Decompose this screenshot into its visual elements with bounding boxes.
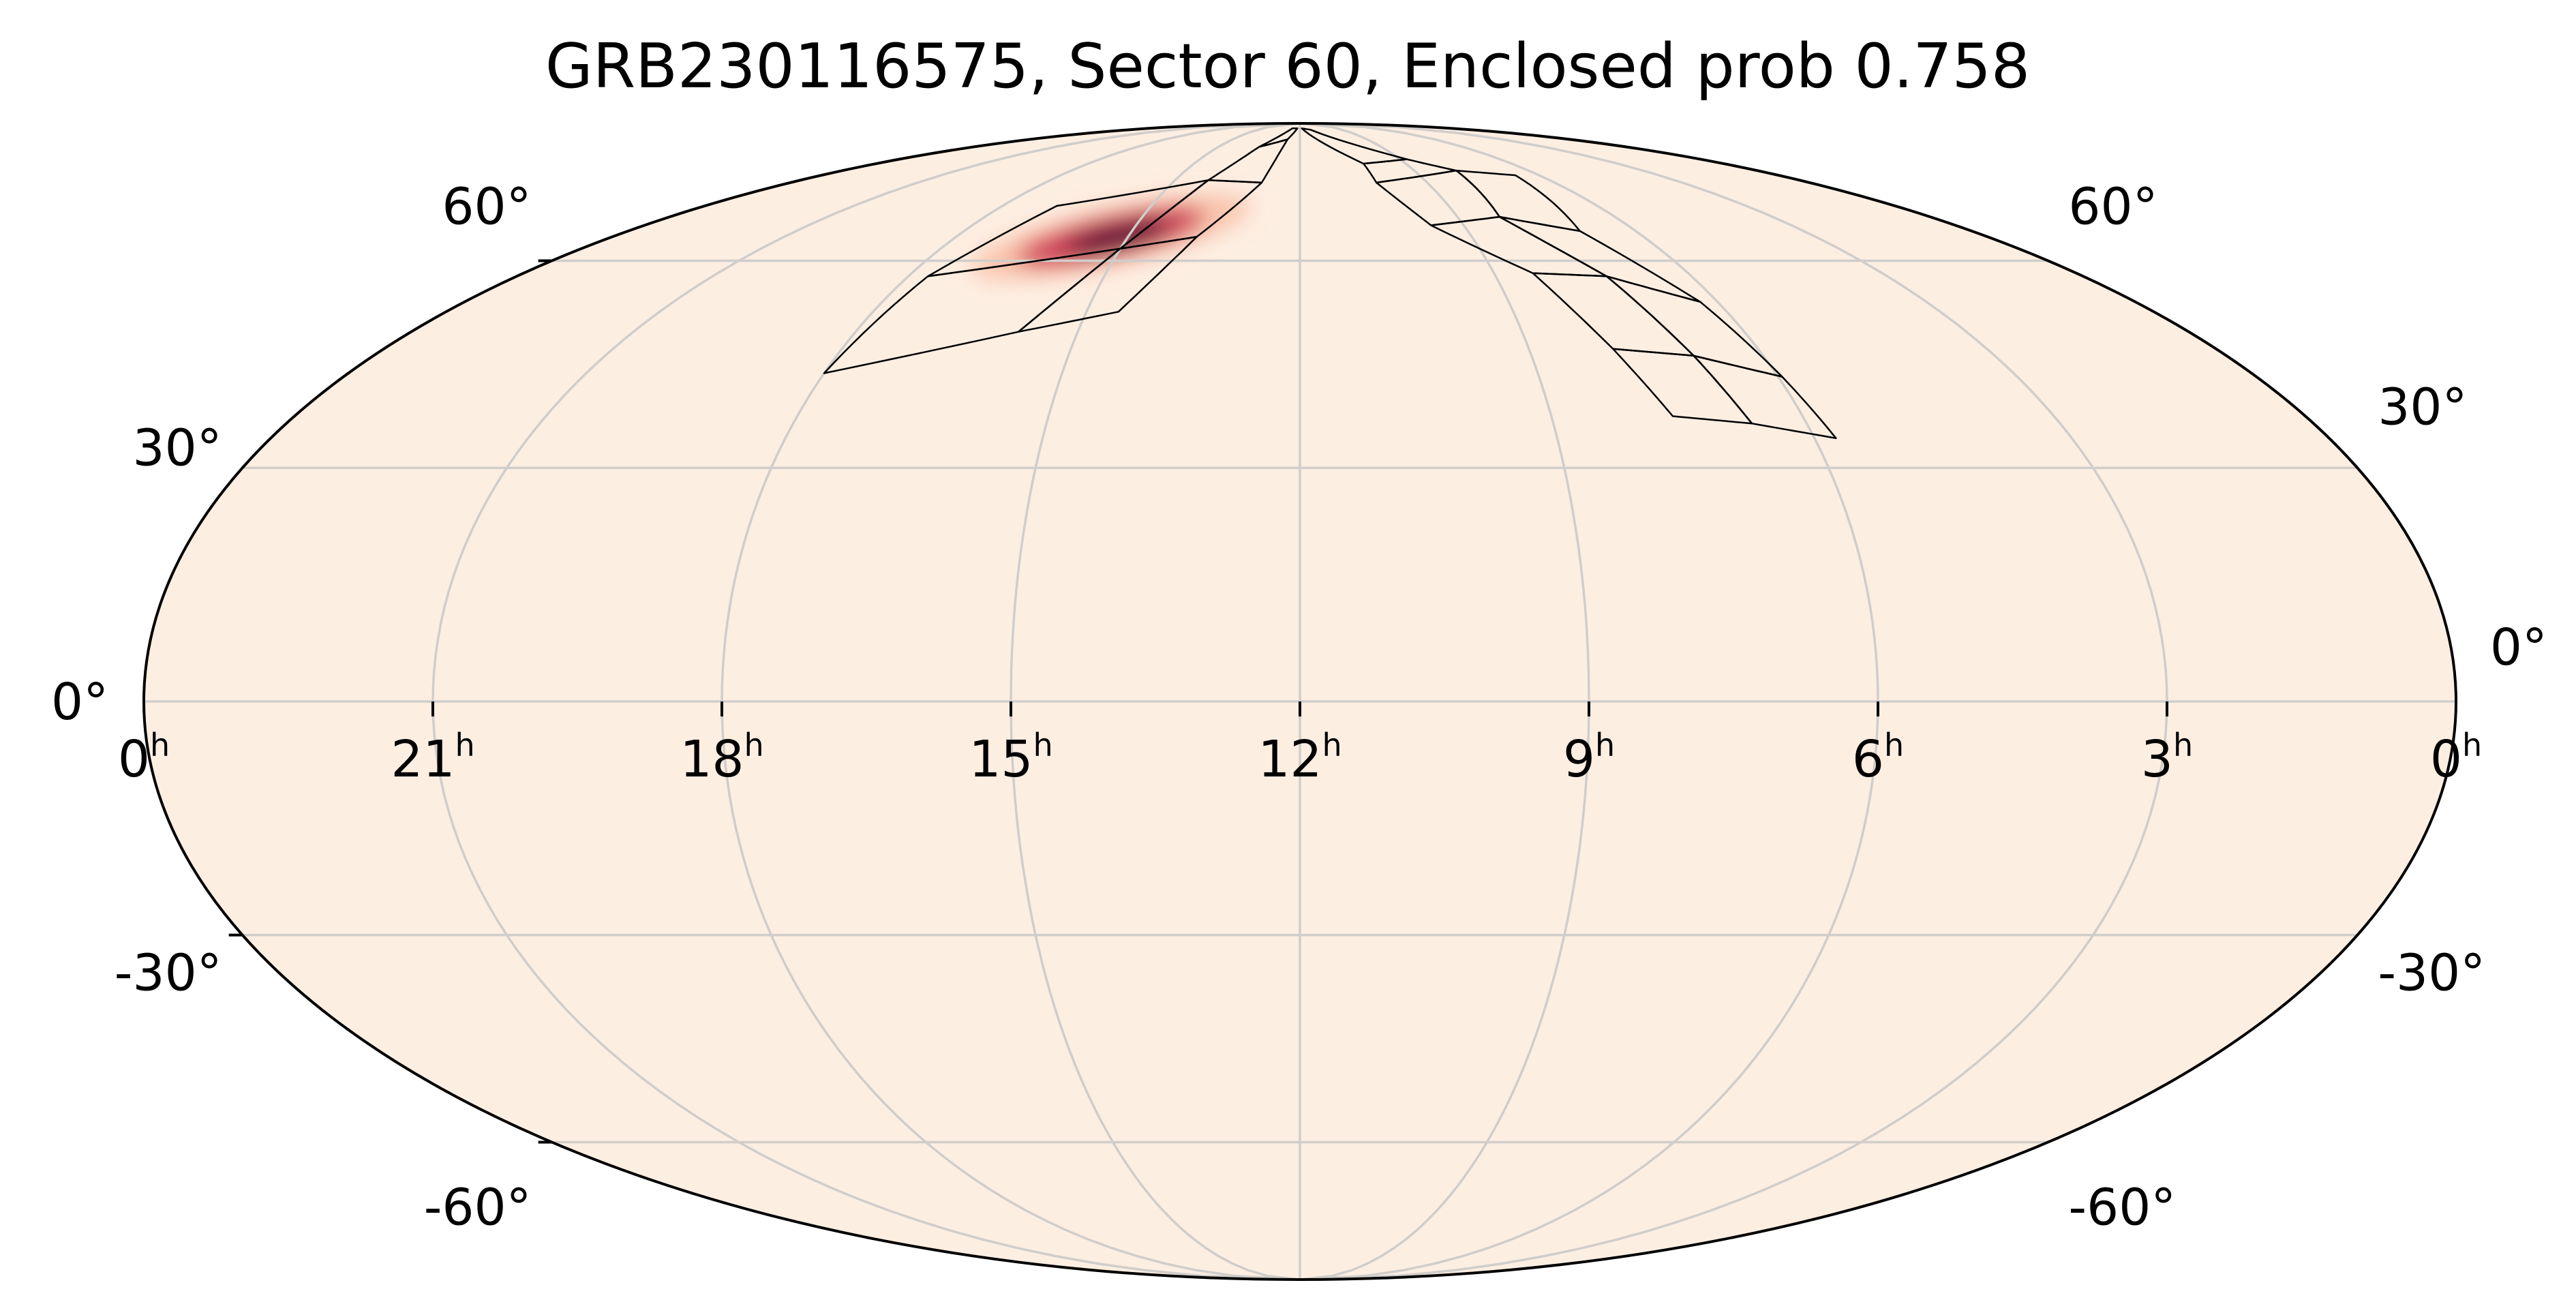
chart-title: GRB230116575, Sector 60, Enclosed prob 0… <box>545 31 2030 102</box>
probability-blob <box>971 194 1251 279</box>
ra-tick-label: 3h <box>2141 727 2193 789</box>
ra-tick-label: 21h <box>391 727 474 789</box>
dec-tick-label-right: 30° <box>2378 378 2467 436</box>
ra-tick-label: 6h <box>1852 727 1904 789</box>
ra-tick-label: 0h <box>2430 727 2482 789</box>
dec-tick-label-left: 0° <box>51 673 108 731</box>
dec-tick-label-right: -60° <box>2068 1179 2176 1237</box>
dec-tick-label-left: -60° <box>424 1179 532 1237</box>
dec-tick-label-right: 0° <box>2490 618 2547 677</box>
footprint-cell <box>1693 354 1837 440</box>
dec-tick-label-right: 60° <box>2068 177 2157 236</box>
dec-tick-label-left: -30° <box>115 944 222 1003</box>
dec-tick-label-left: 30° <box>133 419 222 477</box>
ra-tick-label: 18h <box>680 727 763 789</box>
dec-tick-label-left: 60° <box>442 177 531 236</box>
ra-tick-label: 12h <box>1258 727 1342 789</box>
probability-level-peak <box>1065 220 1170 253</box>
ra-tick-label: 15h <box>969 727 1052 789</box>
sky-boundary <box>142 122 2457 1281</box>
dec-tick-label-right: -30° <box>2378 944 2485 1003</box>
dec-ticks: 60° 60° 30° 30° 0° 0° -30° -30° -60° -60° <box>51 177 2547 1237</box>
ra-tick-label: 9h <box>1563 727 1615 789</box>
probability-heatmap <box>971 194 1251 279</box>
sector-footprint <box>823 127 1837 440</box>
ra-ticks: 0h 21h 18h 15h 12h 9h 6h 3h 0h <box>118 701 2482 789</box>
footprint-cell <box>1258 127 1299 148</box>
ra-tick-label: 0h <box>118 727 170 789</box>
sky-map: 0h 21h 18h 15h 12h 9h 6h 3h 0h 60° 60° 30° 30° 0° 0° -… <box>51 122 2547 1281</box>
